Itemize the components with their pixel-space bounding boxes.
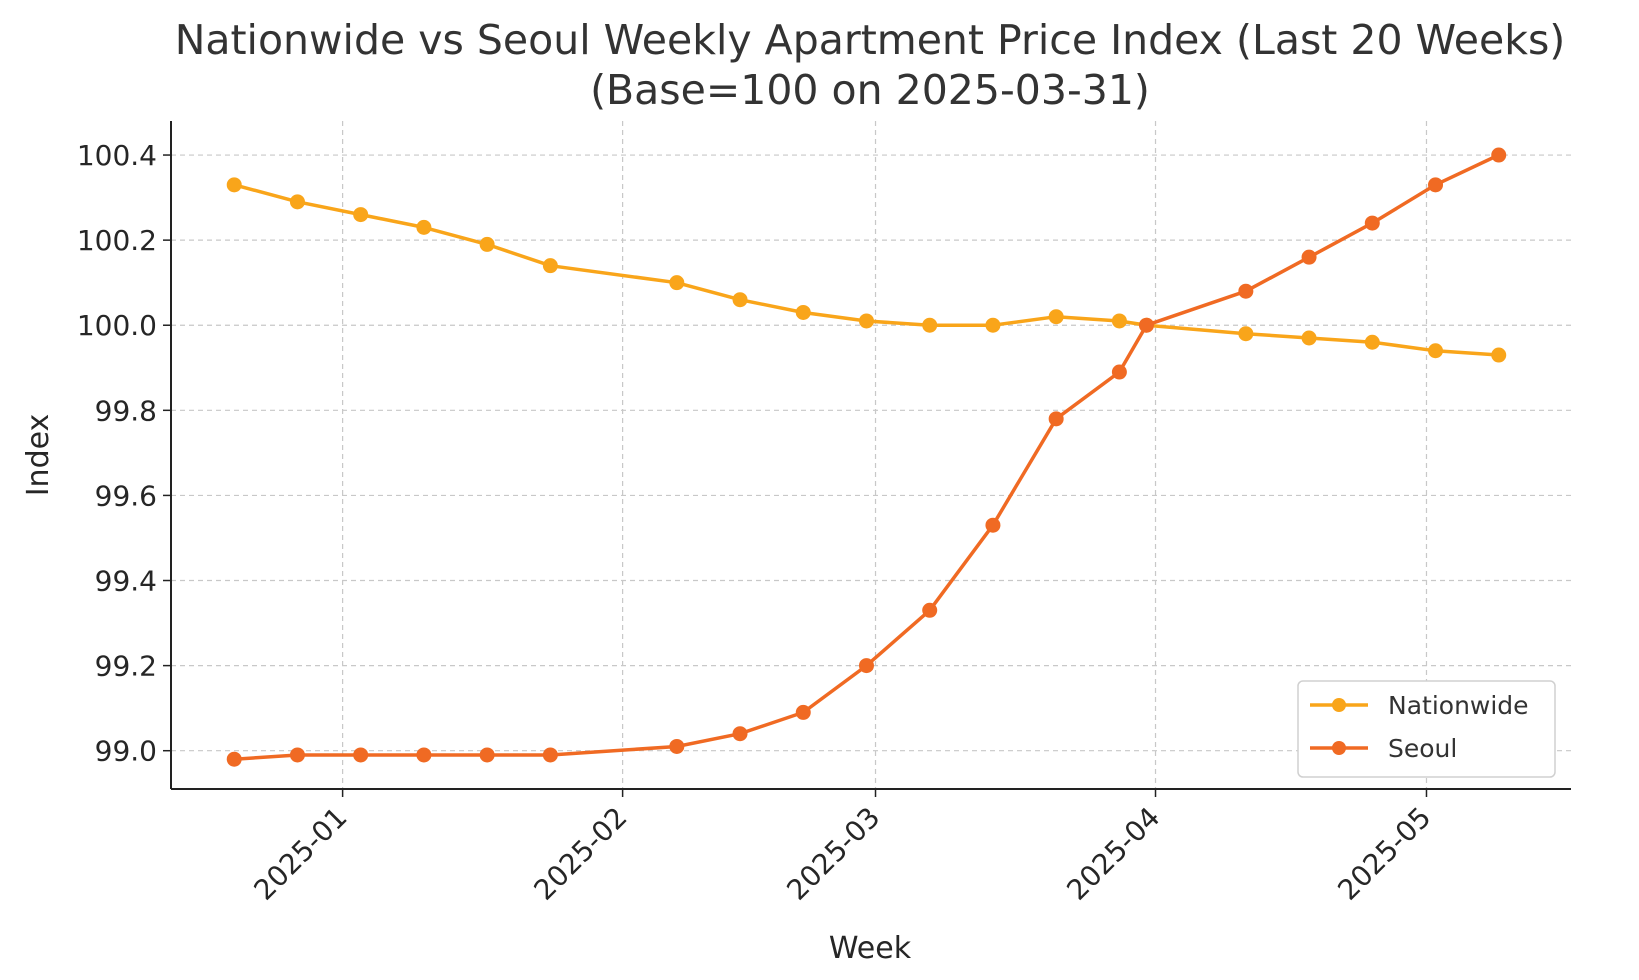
x-tick-label: 2025-02 xyxy=(527,801,633,907)
data-point-seoul xyxy=(542,747,558,763)
data-point-seoul xyxy=(795,704,811,720)
data-point-nationwide xyxy=(795,304,811,320)
data-point-nationwide xyxy=(1301,330,1317,346)
data-point-seoul xyxy=(226,751,242,767)
y-tick-label: 100.0 xyxy=(77,309,157,342)
legend-label-seoul: Seoul xyxy=(1388,734,1457,763)
x-tick-label: 2025-01 xyxy=(247,801,353,907)
y-tick-label: 100.4 xyxy=(77,139,157,172)
data-point-nationwide xyxy=(1238,326,1254,342)
data-point-seoul xyxy=(1111,364,1127,380)
x-axis-label: Week xyxy=(829,931,912,966)
data-point-nationwide xyxy=(289,194,305,210)
data-point-nationwide xyxy=(1491,347,1507,363)
series-line-nationwide xyxy=(233,183,1499,357)
legend-swatch-seoul-marker xyxy=(1332,741,1346,755)
data-point-seoul xyxy=(858,658,874,674)
y-axis-ticks: 99.0 99.2 99.4 99.6 99.8 100.0 100.2 100.4 xyxy=(77,139,171,768)
data-point-nationwide xyxy=(226,177,242,193)
series-line-seoul xyxy=(234,153,1500,761)
data-point-seoul xyxy=(669,738,685,754)
data-point-seoul xyxy=(416,747,432,763)
data-point-seoul xyxy=(1138,317,1154,333)
data-point-nationwide xyxy=(416,219,432,235)
data-point-nationwide xyxy=(542,258,558,274)
data-point-nationwide xyxy=(479,236,495,252)
data-point-nationwide xyxy=(1111,313,1127,329)
y-tick-label: 99.2 xyxy=(95,650,157,683)
y-tick-label: 99.8 xyxy=(95,394,157,427)
data-point-seoul xyxy=(922,602,938,618)
data-point-seoul xyxy=(1238,283,1254,299)
data-point-nationwide xyxy=(732,292,748,308)
x-tick-label: 2025-05 xyxy=(1331,801,1437,907)
data-point-nationwide xyxy=(985,317,1001,333)
y-tick-label: 99.4 xyxy=(95,565,157,598)
y-tick-label: 99.0 xyxy=(95,735,157,768)
legend-label-nationwide: Nationwide xyxy=(1388,691,1529,720)
data-point-nationwide xyxy=(669,275,685,291)
data-point-seoul xyxy=(1364,215,1380,231)
data-point-nationwide xyxy=(922,317,938,333)
data-point-seoul xyxy=(289,747,305,763)
x-tick-label: 2025-04 xyxy=(1060,801,1166,907)
data-point-seoul xyxy=(353,747,369,763)
data-point-seoul xyxy=(732,726,748,742)
data-point-seoul xyxy=(1048,411,1064,427)
data-point-nationwide xyxy=(1428,343,1444,359)
data-point-seoul xyxy=(985,517,1001,533)
data-point-seoul xyxy=(479,747,495,763)
data-point-seoul xyxy=(1428,177,1444,193)
data-point-nationwide xyxy=(1364,334,1380,350)
x-axis-ticks: 2025-01 2025-02 2025-03 2025-04 2025-05 xyxy=(247,789,1437,907)
chart-title: Nationwide vs Seoul Weekly Apartment Pri… xyxy=(175,16,1566,64)
series-layer xyxy=(226,147,1507,767)
x-tick-label: 2025-03 xyxy=(780,801,886,907)
legend-swatch-nationwide-marker xyxy=(1332,698,1346,712)
data-point-nationwide xyxy=(1048,309,1064,325)
data-point-seoul xyxy=(1301,249,1317,265)
y-tick-label: 100.2 xyxy=(77,224,157,257)
grid xyxy=(171,121,1571,789)
y-axis-label: Index xyxy=(21,414,56,497)
legend: Nationwide Seoul xyxy=(1297,680,1556,778)
data-point-seoul xyxy=(1491,147,1507,163)
y-tick-label: 99.6 xyxy=(95,479,157,512)
data-point-nationwide xyxy=(353,207,369,223)
data-point-nationwide xyxy=(858,313,874,329)
chart-subtitle: (Base=100 on 2025-03-31) xyxy=(590,66,1150,114)
